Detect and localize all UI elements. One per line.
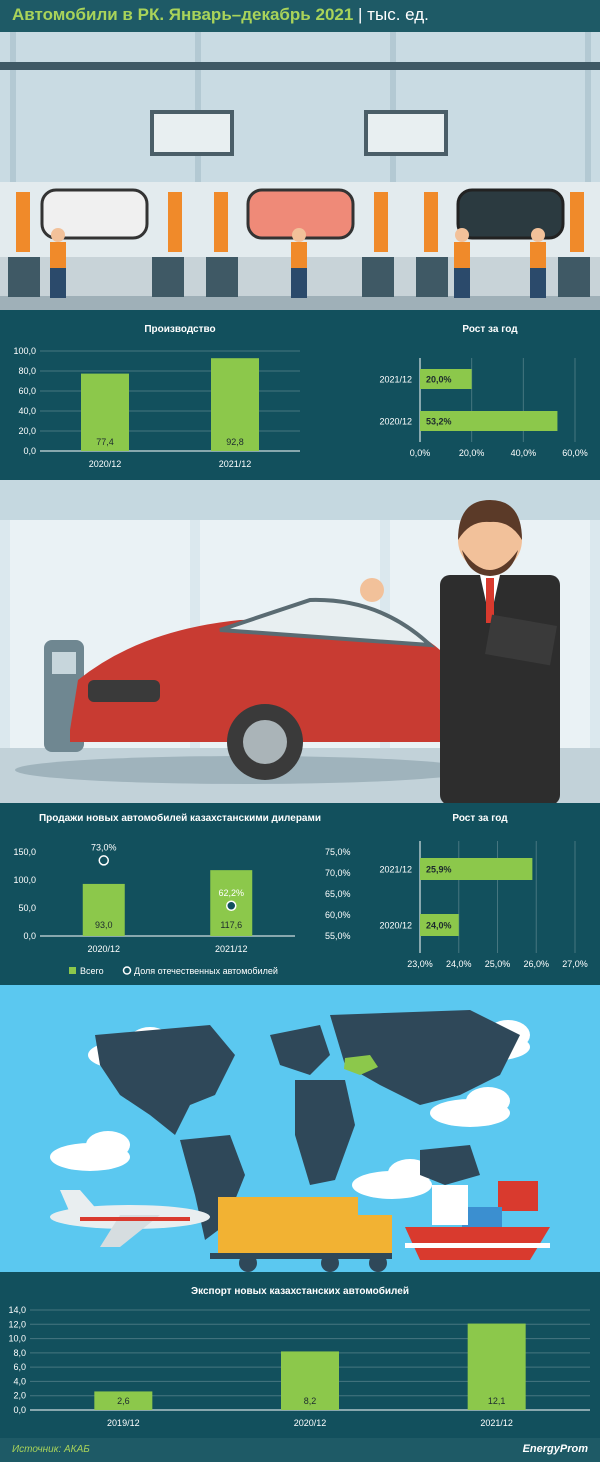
y-tick-label: 8,0	[13, 1348, 26, 1358]
x-tick-label: 20,0%	[459, 448, 485, 458]
sales-growth-chart: Рост за год 23,0% 24,0% 25,0% 26,0% 27,0% 25,9…	[379, 813, 588, 969]
chart-title: Экспорт новых казахстанских автомобилей	[191, 1285, 409, 1297]
bar	[211, 358, 259, 451]
x-tick-label: 2020/12	[89, 459, 122, 469]
factory-illustration	[0, 32, 600, 310]
page-title: Автомобили в РК. Январь–декабрь 2021 | т…	[12, 5, 429, 25]
bar	[467, 1323, 526, 1410]
bar	[420, 411, 558, 431]
legend-label: Доля отечественных автомобилей	[134, 966, 278, 976]
bar-value-label: 117,6	[220, 920, 242, 930]
y-tick-label: 10,0	[8, 1334, 26, 1344]
x-tick-label: 2020/12	[294, 1418, 327, 1428]
y-tick-label: 2020/12	[379, 417, 412, 427]
bar-value-label: 93,0	[95, 920, 113, 930]
bar-value-label: 8,2	[304, 1396, 317, 1406]
title-unit: | тыс. ед.	[358, 5, 429, 24]
y2-tick-label: 65,0%	[325, 889, 351, 899]
production-chart: Производство 0,0 20,0 40,0 60,0 80,0 100,0 77,4…	[13, 324, 300, 469]
y2-tick-label: 60,0%	[325, 910, 351, 920]
y-tick-label: 100,0	[13, 346, 36, 356]
bar	[281, 1351, 339, 1410]
share-point	[226, 900, 237, 912]
x-tick-label: 25,0%	[485, 959, 511, 969]
bar	[94, 1391, 153, 1410]
y2-tick-label: 55,0%	[325, 931, 351, 941]
y-tick-label: 20,0	[18, 426, 36, 436]
x-tick-label: 2021/12	[219, 459, 252, 469]
source-text: Источник: АКАБ	[12, 1444, 90, 1455]
share-point	[98, 855, 109, 866]
sales-chart: Продажи новых автомобилей казахстанскими…	[13, 812, 351, 976]
sales-panel: Продажи новых автомобилей казахстанскими…	[0, 803, 600, 985]
bar-value-label: 24,0%	[426, 921, 452, 931]
y-tick-label: 6,0	[13, 1362, 26, 1372]
y-tick-label: 2020/12	[379, 921, 412, 931]
y-tick-label: 100,0	[13, 875, 36, 885]
x-tick-label: 27,0%	[562, 959, 588, 969]
title-text: Автомобили в РК. Январь–декабрь 2021	[12, 5, 354, 24]
y-tick-label: 80,0	[18, 366, 36, 376]
chart-title: Рост за год	[452, 813, 508, 824]
legend-swatch-bars	[69, 967, 76, 974]
chart-title: Производство	[144, 324, 215, 335]
x-tick-label: 23,0%	[407, 959, 433, 969]
bar	[420, 369, 472, 389]
footer: Источник: АКАБ EnergyProm	[0, 1438, 600, 1462]
x-tick-label: 26,0%	[523, 959, 549, 969]
bar-value-label: 25,9%	[426, 865, 452, 875]
share-value-label: 73,0%	[91, 842, 117, 852]
y-tick-label: 40,0	[18, 406, 36, 416]
y-tick-label: 0,0	[23, 931, 36, 941]
bar	[81, 373, 129, 451]
y2-tick-label: 75,0%	[325, 847, 351, 857]
x-tick-label: 24,0%	[446, 959, 472, 969]
x-tick-label: 0,0%	[410, 448, 431, 458]
export-chart: Экспорт новых казахстанских автомобилей 0…	[8, 1285, 590, 1428]
x-tick-label: 2021/12	[480, 1418, 513, 1428]
share-value-label: 62,2%	[218, 888, 244, 898]
bar-value-label: 92,8	[226, 437, 244, 447]
showroom-illustration	[0, 480, 600, 803]
y-tick-label: 0,0	[23, 446, 36, 456]
y-tick-label: 2,0	[13, 1391, 26, 1401]
x-tick-label: 2021/12	[215, 944, 248, 954]
bar	[420, 914, 459, 936]
legend-swatch-points	[122, 966, 132, 975]
y-tick-label: 4,0	[13, 1376, 26, 1386]
world-map-illustration	[0, 985, 600, 1272]
x-tick-label: 2020/12	[87, 944, 120, 954]
legend-label: Всего	[80, 966, 104, 976]
bar-value-label: 20,0%	[426, 375, 452, 385]
y-tick-label: 0,0	[13, 1405, 26, 1415]
bar-value-label: 2,6	[117, 1396, 130, 1406]
y-tick-label: 60,0	[18, 386, 36, 396]
y-tick-label: 2021/12	[379, 865, 412, 875]
bar-value-label: 53,2%	[426, 417, 452, 427]
y-tick-label: 150,0	[13, 847, 36, 857]
bar-value-label: 12,1	[488, 1396, 506, 1406]
production-growth-chart: Рост за год 0,0% 20,0% 40,0% 60,0% 20,0% 2021/…	[379, 324, 588, 458]
chart-title: Рост за год	[462, 324, 518, 335]
x-tick-label: 60,0%	[562, 448, 588, 458]
y-tick-label: 50,0	[18, 903, 36, 913]
bar	[420, 858, 533, 880]
x-tick-label: 2019/12	[107, 1418, 140, 1428]
export-panel: Экспорт новых казахстанских автомобилей 0…	[0, 1272, 600, 1438]
production-panel: Производство 0,0 20,0 40,0 60,0 80,0 100,0 77,4…	[0, 310, 600, 480]
chart-title: Продажи новых автомобилей казахстанскими…	[39, 812, 321, 824]
y-tick-label: 14,0	[8, 1305, 26, 1315]
y2-tick-label: 70,0%	[325, 868, 351, 878]
bar	[82, 883, 125, 936]
header: Автомобили в РК. Январь–декабрь 2021 | т…	[0, 0, 600, 32]
y-tick-label: 2021/12	[379, 375, 412, 385]
energyprom-logo: EnergyProm	[522, 1443, 588, 1455]
bar-value-label: 77,4	[96, 437, 114, 447]
y-tick-label: 12,0	[8, 1319, 26, 1329]
x-tick-label: 40,0%	[511, 448, 537, 458]
